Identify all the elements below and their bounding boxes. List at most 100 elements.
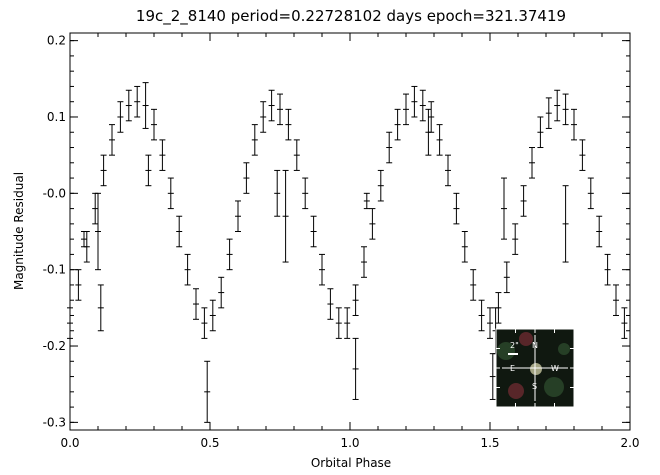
data-point <box>293 139 300 171</box>
data-point <box>95 192 101 271</box>
plot-area: 0.0 0.5 1.0 1.5 2.0 0.2 0.1 -0.0 -0.1 -0.2 -0.3 2… <box>43 32 640 450</box>
y-tick-label: -0.0 <box>43 186 66 200</box>
data-point <box>529 147 535 179</box>
data-point <box>109 124 115 156</box>
data-point <box>81 231 87 248</box>
data-point <box>596 215 603 248</box>
inset-source <box>558 343 570 355</box>
data-point <box>310 215 317 248</box>
data-point <box>218 276 225 309</box>
data-point <box>545 97 552 129</box>
inset-south-label: S <box>532 382 537 391</box>
inset-north-label: N <box>532 341 538 350</box>
data-point <box>621 307 628 339</box>
data-point <box>277 93 283 126</box>
data-point <box>100 154 107 187</box>
data-point <box>319 253 325 286</box>
inset-source <box>508 383 524 399</box>
data-point <box>134 85 141 118</box>
inset-source <box>519 332 533 346</box>
y-axis-ticks: 0.2 0.1 -0.0 -0.1 -0.2 -0.3 <box>43 34 630 429</box>
data-point <box>274 169 281 217</box>
y-tick-label: -0.2 <box>43 339 66 353</box>
data-point <box>478 299 485 332</box>
data-point <box>282 169 289 263</box>
data-point <box>117 101 124 133</box>
data-point <box>520 185 527 217</box>
data-point <box>363 192 370 210</box>
data-point <box>377 169 384 202</box>
inset-west-label: W <box>551 364 559 373</box>
data-point <box>501 177 507 240</box>
y-tick-label: -0.3 <box>43 415 66 429</box>
data-point <box>369 208 376 240</box>
data-point <box>503 261 510 294</box>
data-point <box>403 93 409 126</box>
data-point <box>554 89 561 122</box>
data-point <box>352 284 359 316</box>
data-point <box>67 307 73 339</box>
data-point <box>344 307 351 339</box>
finder-inset: 2" N E W S <box>495 328 575 408</box>
data-point <box>184 253 191 286</box>
data-point <box>613 284 619 316</box>
x-tick-label: 0.5 <box>200 436 219 450</box>
data-point <box>176 215 183 248</box>
data-point <box>92 192 99 225</box>
data-point <box>419 89 426 122</box>
data-point <box>145 154 152 187</box>
x-tick-label: 1.0 <box>340 436 359 450</box>
y-tick-label: -0.1 <box>43 263 66 277</box>
data-point <box>470 269 477 301</box>
data-point <box>562 93 569 126</box>
data-point <box>97 284 104 332</box>
data-point <box>361 246 367 278</box>
chart-title: 19c_2_8140 period=0.22728102 days epoch=… <box>136 7 566 26</box>
data-point <box>302 177 309 210</box>
data-point <box>445 154 451 187</box>
data-point <box>386 131 393 164</box>
x-tick-label: 2.0 <box>620 436 639 450</box>
data-point <box>243 162 250 194</box>
data-point <box>487 307 493 339</box>
data-point <box>201 307 208 339</box>
data-point <box>579 139 586 171</box>
data-point <box>151 108 157 141</box>
data-point <box>235 200 241 232</box>
inset-source <box>544 377 564 397</box>
x-tick-label: 1.5 <box>480 436 499 450</box>
x-axis-ticks: 0.0 0.5 1.0 1.5 2.0 <box>60 33 640 450</box>
data-point <box>537 116 544 149</box>
y-tick-label: 0.1 <box>47 110 66 124</box>
data-point <box>226 238 233 271</box>
inset-source <box>497 342 515 360</box>
data-point <box>571 108 577 141</box>
data-point <box>352 337 359 400</box>
data-point <box>587 177 594 210</box>
data-point <box>268 89 275 122</box>
data-point <box>125 89 132 122</box>
data-point <box>425 108 432 156</box>
data-point <box>167 177 174 210</box>
data-point <box>411 85 418 118</box>
data-point <box>335 307 342 339</box>
data-point <box>260 101 267 133</box>
x-axis-label: Orbital Phase <box>311 456 391 470</box>
data-point <box>209 299 216 332</box>
data-point <box>327 288 334 320</box>
data-point <box>453 192 460 225</box>
data-point <box>75 269 82 301</box>
data-point <box>193 288 199 320</box>
data-point <box>604 253 611 286</box>
inset-source <box>530 363 542 375</box>
data-point <box>204 360 211 423</box>
y-axis-label: Magnitude Residual <box>12 172 26 290</box>
data-points <box>67 82 628 423</box>
data-point <box>142 82 149 129</box>
data-point <box>285 108 292 141</box>
data-point <box>436 124 443 156</box>
data-point <box>251 124 258 156</box>
data-point <box>512 223 519 255</box>
data-point <box>562 185 569 263</box>
